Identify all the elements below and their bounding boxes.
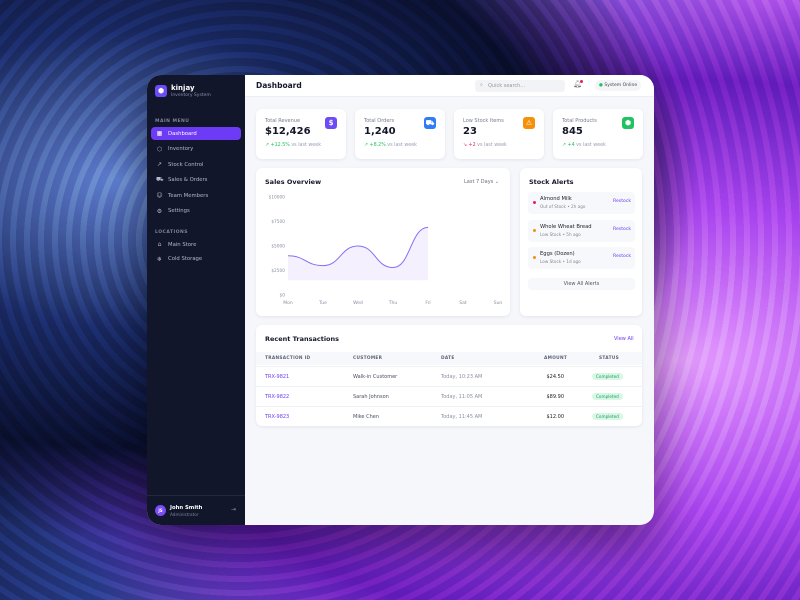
main-content: Dashboard ⌕ Quick search... 🔔︎ ● System … — [245, 75, 654, 525]
arrow-up-icon: ↗ — [364, 143, 370, 148]
x-tick-label: Wed — [353, 300, 363, 306]
brand-subtitle: Inventory System — [171, 93, 211, 98]
column-header: STATUS — [599, 356, 619, 361]
sidebar-item-dashboard[interactable]: ▦ Dashboard — [151, 127, 241, 140]
restock-button[interactable]: Restock — [613, 226, 632, 232]
user-role: Administrator — [170, 512, 199, 517]
sidebar: ⬢ kinjay Inventory System MAIN MENU ▦ Das… — [147, 75, 245, 525]
transactions-card: Recent Transactions View All TRANSACTION… — [256, 325, 642, 426]
page-title: Dashboard — [256, 81, 302, 90]
locations-label: LOCATIONS — [155, 230, 189, 235]
dollar-icon: $ — [325, 117, 337, 129]
location-cold-storage[interactable]: ❄ Cold Storage — [156, 255, 203, 263]
app-window: ⬢ kinjay Inventory System MAIN MENU ▦ Das… — [147, 75, 654, 525]
y-tick-label: $0 — [280, 293, 286, 299]
sales-overview-card: Sales Overview Last 7 Days ⌄ $0 $2500 $500… — [256, 168, 510, 316]
x-tick-label: Mon — [283, 300, 293, 306]
x-tick-label: Fri — [425, 300, 430, 306]
transaction-id-link[interactable]: TRX-9821 — [265, 374, 290, 380]
x-tick-label: Sat — [459, 300, 467, 306]
cart-icon: ⛟ — [424, 117, 436, 129]
status-badge: Completed — [592, 373, 623, 380]
y-tick-label: $2500 — [271, 268, 285, 274]
status-dot-icon — [533, 256, 536, 259]
stat-value: 845 — [562, 126, 583, 137]
transactions-title: Recent Transactions — [265, 335, 340, 343]
stat-card: Total Orders ⛟ 1,240 ↗ +8.2% vs last wee… — [355, 109, 445, 159]
alert-item: Almond Milk Out of Stock • 2h ago Restoc… — [528, 192, 635, 214]
column-header: CUSTOMER — [353, 356, 383, 361]
stat-value: 23 — [463, 126, 477, 137]
x-tick-label: Tue — [318, 300, 327, 306]
user-name: John Smith — [170, 505, 203, 511]
table-row[interactable]: TRX-9821 Walk-in Customer Today, 10:23 A… — [256, 366, 642, 386]
store-icon: ⌂ — [157, 241, 162, 248]
y-tick-label: $5000 — [271, 244, 285, 250]
sidebar-item-inventory[interactable]: ⬡ Inventory — [156, 145, 194, 153]
sales-chart: $0 $2500 $5000 $7500 $10000 Mon Tue Wed Thu Fri Sa… — [269, 195, 503, 307]
cart-icon: ⛟ — [156, 176, 164, 183]
column-header: AMOUNT — [544, 356, 568, 361]
box-icon: ⬡ — [156, 145, 163, 153]
column-header: DATE — [441, 356, 455, 361]
restock-button[interactable]: Restock — [613, 199, 632, 204]
users-icon: ☺ — [156, 192, 163, 199]
sales-line — [287, 226, 429, 269]
stat-value: $12,426 — [265, 126, 311, 137]
y-tick-label: $7500 — [271, 219, 285, 225]
avatar: JS — [155, 505, 166, 516]
location-main-store[interactable]: ⌂ Main Store — [157, 241, 197, 248]
table-row[interactable]: TRX-9822 Sarah Johnson Today, 11:05 AM $… — [256, 386, 642, 406]
brand-name: kinjay — [171, 84, 195, 92]
user-profile[interactable]: JS John Smith Administrator ⇥ — [147, 495, 245, 525]
logout-icon[interactable]: ⇥ — [231, 506, 237, 513]
alert-item: Eggs (Dozen) Low Stock • 1d ago Restock — [528, 247, 635, 269]
cube-logo-icon: ⬢ — [155, 85, 167, 97]
arrow-down-icon: ↘ — [463, 143, 469, 148]
sales-area — [288, 227, 428, 281]
table-row[interactable]: TRX-9823 Mike Chen Today, 11:45 AM $12.0… — [256, 406, 642, 426]
stock-alerts-card: Stock Alerts Almond Milk Out of Stock • … — [520, 168, 642, 316]
range-dropdown[interactable]: Last 7 Days ⌄ — [464, 179, 500, 185]
transaction-id-link[interactable]: TRX-9823 — [265, 414, 290, 420]
search-input[interactable]: ⌕ Quick search... — [475, 80, 565, 92]
chevron-down-icon: ⌄ — [494, 179, 500, 185]
sidebar-item-team-members[interactable]: ☺ Team Members — [156, 192, 209, 199]
trend-icon: ↗ — [156, 161, 163, 168]
grid-icon: ▦ — [156, 130, 163, 137]
package-icon: ⬢ — [622, 117, 634, 129]
snowflake-icon: ❄ — [156, 255, 163, 263]
x-tick-label: Sun — [494, 300, 503, 306]
status-badge: Completed — [592, 393, 623, 400]
sales-title: Sales Overview — [265, 178, 322, 186]
status-dot-icon — [533, 228, 536, 232]
main-menu-label: MAIN MENU — [155, 119, 190, 124]
arrow-up-icon: ↗ — [265, 143, 271, 148]
column-header: TRANSACTION ID — [265, 356, 311, 361]
restock-button[interactable]: Restock — [613, 254, 632, 259]
top-bar: Dashboard ⌕ Quick search... 🔔︎ ● System … — [245, 75, 654, 97]
stat-value: 1,240 — [364, 126, 396, 137]
alert-item: Whole Wheat Bread Low Stock • 5h ago Res… — [528, 219, 635, 242]
view-all-alerts-button[interactable]: View All Alerts — [528, 278, 635, 290]
stat-card: Total Revenue $ $12,426 ↗ +12.5% vs last… — [256, 109, 346, 159]
sidebar-item-settings[interactable]: ⚙ Settings — [156, 207, 190, 215]
search-icon: ⌕ — [480, 82, 483, 88]
gear-icon: ⚙ — [156, 207, 163, 215]
bell-icon[interactable]: 🔔︎ — [573, 80, 583, 88]
sidebar-item-sales-orders[interactable]: ⛟ Sales & Orders — [156, 176, 208, 183]
arrow-up-icon: ↗ — [562, 143, 568, 148]
y-tick-label: $10000 — [269, 195, 286, 201]
status-badge: Completed — [592, 413, 623, 420]
transaction-id-link[interactable]: TRX-9822 — [265, 394, 290, 400]
stat-card: Total Products ⬢ 845 ↗ +4 vs last week — [553, 109, 643, 159]
alerts-title: Stock Alerts — [529, 178, 574, 186]
sidebar-item-stock-control[interactable]: ↗ Stock Control — [156, 161, 204, 168]
stat-card: Low Stock Items ⚠ 23 ↘ +2 vs last week — [454, 109, 544, 159]
x-tick-label: Thu — [388, 300, 398, 306]
status-badge: ● System Online — [595, 80, 642, 91]
status-dot-icon — [533, 201, 536, 204]
view-all-transactions-link[interactable]: View All — [614, 336, 634, 342]
warning-icon: ⚠ — [523, 117, 535, 129]
